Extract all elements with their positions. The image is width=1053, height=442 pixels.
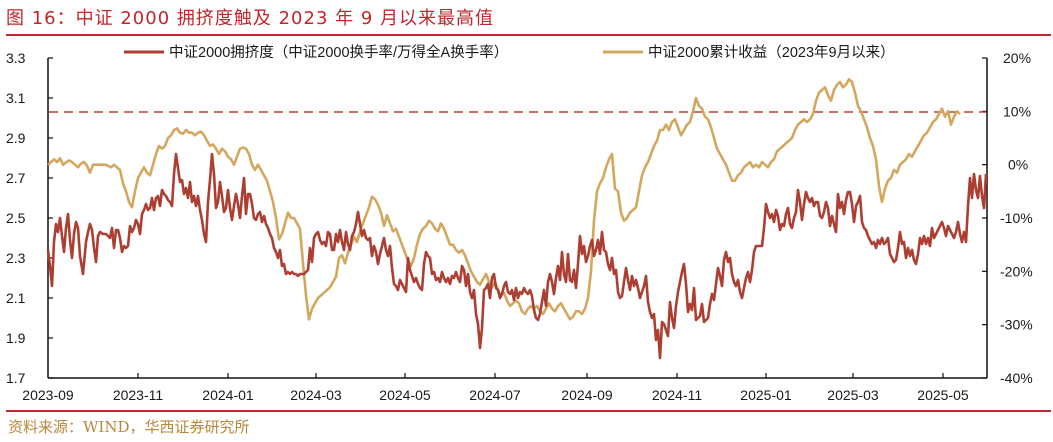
x-tick-label: 2023-11	[113, 387, 164, 403]
x-tick-label: 2024-09	[561, 387, 613, 403]
left-tick-label: 2.9	[6, 130, 26, 146]
x-tick-label: 2024-11	[652, 387, 703, 403]
right-tick-label: -20%	[1000, 263, 1033, 279]
right-tick-label: -40%	[1000, 370, 1033, 386]
legend-item-crowding: 中证2000拥挤度（中证2000换手率/万得全A换手率）	[124, 43, 508, 61]
left-tick-label: 3.1	[6, 90, 26, 106]
legend-label-return: 中证2000累计收益（2023年9月以来）	[648, 44, 895, 61]
right-tick-label: -10%	[1000, 210, 1033, 226]
legend: 中证2000拥挤度（中证2000换手率/万得全A换手率） 中证2000累计收益（…	[124, 43, 895, 61]
x-tick-label: 2024-07	[469, 387, 521, 403]
return-series-line	[47, 78, 961, 321]
x-tick-label: 2024-01	[202, 387, 254, 403]
source-note: 资料来源：WIND，华西证券研究所	[8, 418, 250, 436]
x-tick-label: 2025-05	[917, 387, 969, 403]
x-tick-label: 2024-03	[290, 387, 342, 403]
x-tick-label: 2025-01	[740, 387, 792, 403]
right-tick-label: 20%	[1003, 50, 1031, 66]
x-tick-label: 2025-03	[827, 387, 879, 403]
legend-label-crowding: 中证2000拥挤度（中证2000换手率/万得全A换手率）	[169, 43, 508, 61]
series-group	[46, 78, 988, 360]
left-tick-label: 2.5	[6, 210, 26, 226]
right-tick-label: 10%	[1003, 103, 1031, 119]
left-tick-label: 2.3	[6, 250, 26, 266]
crowding-series-line	[46, 152, 988, 360]
left-tick-label: 3.3	[6, 50, 26, 66]
title-divider	[6, 34, 1051, 36]
left-tick-label: 1.7	[6, 370, 26, 386]
left-tick-label: 2.1	[6, 290, 26, 306]
chart-title: 图 16：中证 2000 拥挤度触及 2023 年 9 月以来最高值	[6, 8, 495, 29]
axes: 3.3 3.1 2.9 2.7 2.5 2.3 2.1 1.9 1.7 20% 10% 0% -10% -…	[6, 50, 1033, 403]
right-tick-label: 0%	[1008, 157, 1028, 173]
source-divider	[6, 410, 1051, 412]
right-tick-label: -30%	[1000, 317, 1033, 333]
x-tick-label: 2023-09	[22, 387, 74, 403]
left-tick-label: 1.9	[6, 330, 26, 346]
line-chart: 中证2000拥挤度（中证2000换手率/万得全A换手率） 中证2000累计收益（…	[6, 43, 1033, 403]
left-tick-label: 2.7	[6, 170, 26, 186]
legend-item-return: 中证2000累计收益（2023年9月以来）	[603, 44, 895, 61]
x-tick-label: 2024-05	[379, 387, 431, 403]
